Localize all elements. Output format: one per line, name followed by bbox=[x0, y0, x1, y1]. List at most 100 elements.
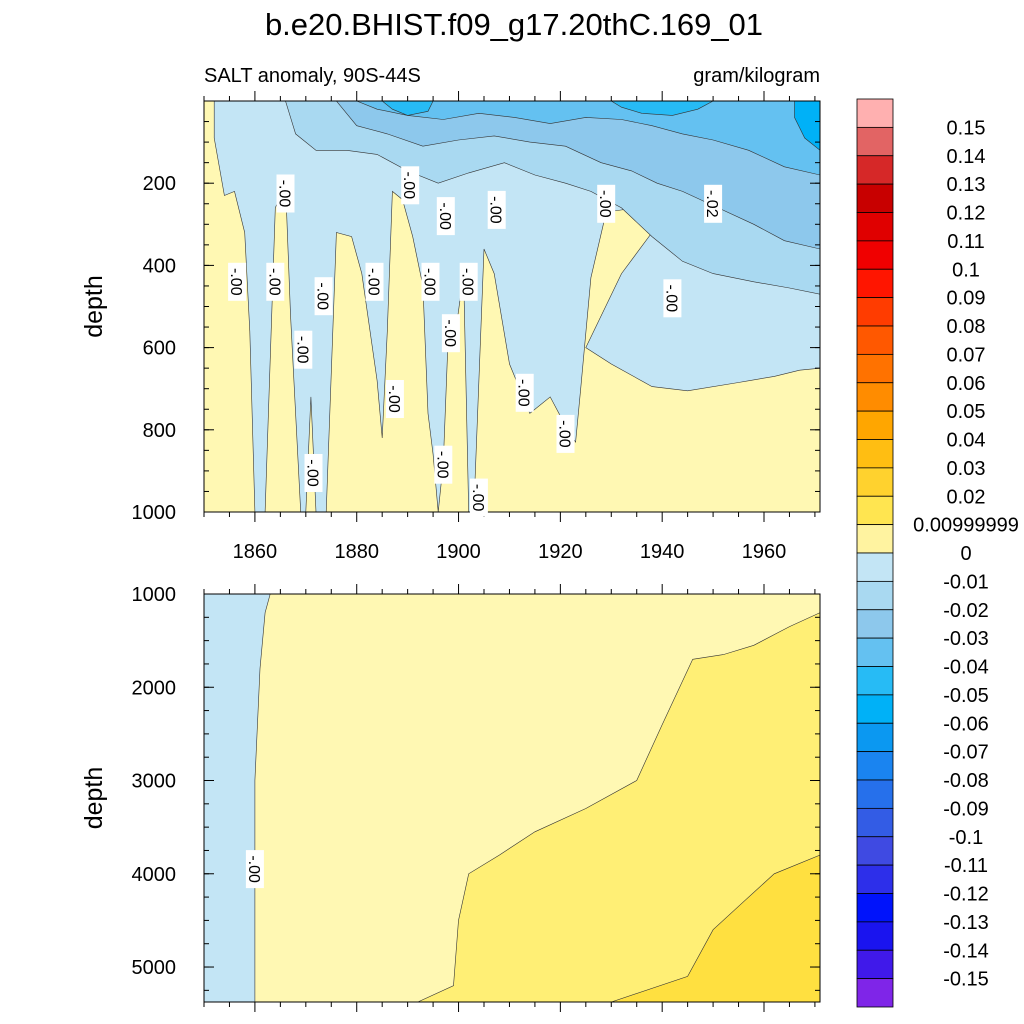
contour-fill bbox=[417, 612, 820, 1002]
y-tick-label: 1000 bbox=[132, 502, 177, 524]
contour-fill bbox=[610, 101, 714, 116]
colorbar-swatch bbox=[856, 978, 894, 1008]
colorbar-swatch bbox=[856, 268, 894, 299]
colorbar-label: 0.14 bbox=[947, 146, 986, 168]
colorbar-label: -0.04 bbox=[943, 657, 989, 679]
colorbar: 0.15 0.14 0.13 0.12 0.11 0.1 0.09 0.08 0.07 0.06 0… bbox=[856, 98, 1019, 1008]
contour-label: -.00 bbox=[314, 277, 333, 316]
colorbar-label: -0.08 bbox=[943, 770, 989, 792]
y-axis-label: depth bbox=[80, 275, 108, 338]
colorbar-swatch bbox=[856, 155, 894, 185]
svg-text:-.00: -.00 bbox=[436, 202, 453, 230]
colorbar-swatch bbox=[856, 98, 894, 128]
colorbar-label: 0.13 bbox=[947, 174, 986, 196]
contour-fill bbox=[381, 101, 434, 116]
colorbar-swatch bbox=[856, 893, 894, 923]
colorbar-swatch bbox=[856, 467, 894, 497]
y-tick-label: 400 bbox=[143, 255, 176, 277]
svg-text:-.00: -.00 bbox=[245, 855, 262, 883]
colorbar-label: 0.06 bbox=[947, 373, 986, 395]
y-tick-label: 3000 bbox=[132, 771, 177, 793]
colorbar-label: 0.02 bbox=[947, 486, 986, 508]
contour-label: -.00 bbox=[421, 262, 440, 301]
colorbar-swatch bbox=[856, 779, 894, 809]
colorbar-label: 0 bbox=[960, 543, 971, 565]
svg-text:-.00: -.00 bbox=[662, 285, 679, 313]
y-tick-label: 4000 bbox=[132, 864, 177, 886]
colorbar-label: -0.11 bbox=[944, 855, 988, 877]
svg-text:-.00: -.00 bbox=[433, 451, 450, 479]
contour-label: -.00 bbox=[459, 262, 478, 301]
colorbar-label: -0.15 bbox=[943, 969, 989, 991]
contour-label: -.00 bbox=[293, 330, 313, 369]
colorbar-swatch bbox=[856, 836, 894, 866]
colorbar-label: 0.11 bbox=[947, 231, 984, 253]
upper-panel: 200 400 600 800 1000 1860 1880 1900 1920 1940 1960… bbox=[80, 91, 821, 563]
contour-label: -.00 bbox=[227, 262, 247, 301]
colorbar-swatch bbox=[856, 382, 894, 412]
x-tick-label: 1960 bbox=[742, 541, 787, 563]
colorbar-label: -0.14 bbox=[943, 940, 989, 962]
svg-text:-.00: -.00 bbox=[304, 459, 321, 487]
y-tick-label: 2000 bbox=[132, 677, 177, 699]
colorbar-label: 0.00999999 bbox=[913, 515, 1019, 537]
x-tick-label: 1900 bbox=[436, 541, 481, 563]
contour-label: -.00 bbox=[365, 262, 384, 301]
svg-text:-.00: -.00 bbox=[459, 268, 476, 296]
svg-text:-.00: -.00 bbox=[314, 282, 331, 310]
contour-fill bbox=[336, 101, 820, 250]
colorbar-label: -0.03 bbox=[943, 628, 989, 650]
colorbar-swatch bbox=[856, 353, 894, 384]
svg-text:-.00: -.00 bbox=[265, 268, 282, 296]
contour-fill bbox=[356, 101, 820, 176]
colorbar-label: -0.12 bbox=[943, 884, 989, 906]
colorbar-swatch bbox=[856, 439, 894, 469]
colorbar-swatch bbox=[856, 807, 894, 838]
colorbar-swatch bbox=[856, 637, 894, 667]
contour-label: -.02 bbox=[703, 184, 723, 223]
svg-text:-.00: -.00 bbox=[293, 336, 310, 364]
contour-label: -.00 bbox=[433, 445, 453, 484]
colorbar-swatch bbox=[856, 921, 894, 951]
lower-contours bbox=[204, 594, 820, 1002]
colorbar-swatch bbox=[856, 524, 894, 554]
colorbar-label: 0.05 bbox=[947, 401, 986, 423]
svg-text:-.00: -.00 bbox=[487, 196, 504, 224]
colorbar-swatch bbox=[856, 126, 894, 157]
colorbar-label: -0.06 bbox=[943, 713, 989, 735]
contour-label: -.00 bbox=[400, 166, 420, 205]
contour-label: -.00 bbox=[556, 414, 575, 453]
colorbar-label: -0.07 bbox=[943, 742, 989, 764]
contour-label: -.00 bbox=[304, 454, 323, 492]
colorbar-label: 0.04 bbox=[947, 430, 986, 452]
contour-fill bbox=[204, 594, 271, 1002]
colorbar-swatch bbox=[856, 609, 894, 639]
svg-text:-.00: -.00 bbox=[227, 268, 244, 296]
colorbar-swatch bbox=[856, 722, 894, 753]
contour-label: -.00 bbox=[436, 197, 455, 236]
colorbar-label: -0.13 bbox=[943, 912, 989, 934]
x-tick-label: 1860 bbox=[233, 541, 278, 563]
colorbar-swatch bbox=[856, 751, 894, 781]
colorbar-label: 0.1 bbox=[952, 259, 980, 281]
y-tick-label: 800 bbox=[143, 420, 176, 442]
contour-label: -.00 bbox=[385, 380, 404, 418]
svg-text:-.00: -.00 bbox=[276, 180, 293, 208]
contour-label: -.00 bbox=[441, 314, 460, 353]
svg-text:-.02: -.02 bbox=[703, 190, 720, 218]
lower-panel: 1000 2000 3000 4000 5000 depth -.00 bbox=[80, 584, 821, 1012]
colorbar-label: 0.15 bbox=[947, 117, 986, 139]
svg-text:-.00: -.00 bbox=[441, 319, 458, 347]
colorbar-swatch bbox=[856, 864, 894, 894]
y-tick-label: 1000 bbox=[132, 584, 177, 606]
x-tick-label: 1940 bbox=[640, 541, 685, 563]
colorbar-swatch bbox=[856, 297, 894, 327]
colorbar-swatch bbox=[856, 240, 894, 270]
contour-fill bbox=[611, 854, 820, 1002]
contour-fill bbox=[794, 101, 820, 151]
x-tick-label: 1920 bbox=[538, 541, 583, 563]
x-tick-label: 1880 bbox=[334, 541, 379, 563]
contour-label: -.00 bbox=[469, 478, 488, 517]
colorbar-swatch bbox=[856, 410, 894, 440]
